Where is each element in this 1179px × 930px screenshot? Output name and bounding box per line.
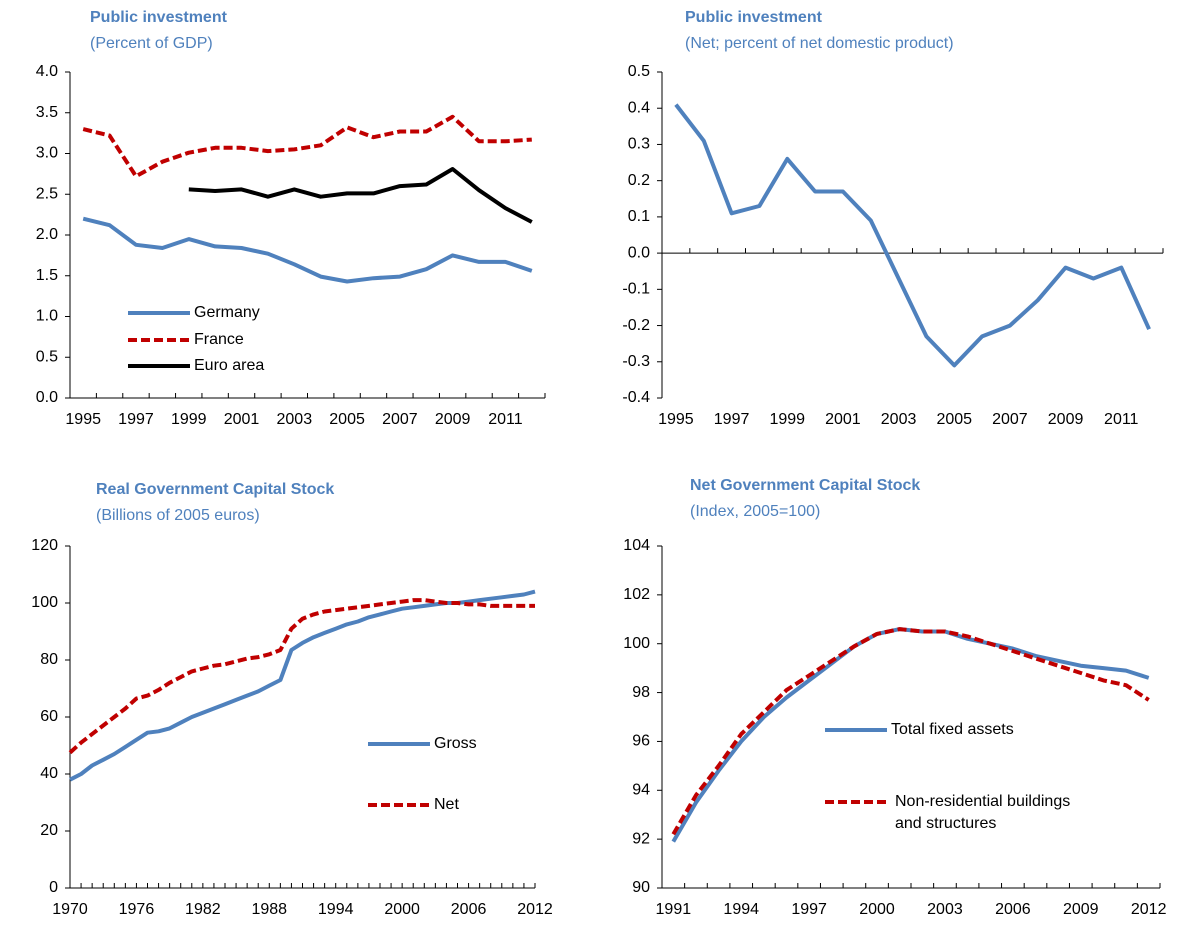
x-tick-label: 1997	[791, 901, 827, 918]
y-tick-label: 2.0	[36, 226, 58, 243]
x-tick-label: 2007	[992, 411, 1028, 428]
x-tick-label: 2001	[224, 411, 260, 428]
y-tick-label: 3.5	[36, 104, 58, 121]
y-tick-label: 100	[31, 594, 58, 611]
y-tick-label: -0.2	[622, 317, 650, 334]
y-tick-label: 20	[40, 822, 58, 839]
y-tick-label: 90	[632, 879, 650, 896]
y-tick-label: 1.0	[36, 308, 58, 325]
y-tick-label: 0.2	[628, 172, 650, 189]
legend-label: France	[194, 331, 244, 348]
chart-title: Public investment	[90, 9, 228, 26]
x-tick-label: 2007	[382, 411, 418, 428]
y-tick-label: 96	[632, 733, 650, 750]
y-tick-label: 92	[632, 830, 650, 847]
y-tick-label: 0.3	[628, 136, 650, 153]
x-tick-label: 2011	[1104, 411, 1139, 428]
x-tick-label: 1995	[658, 411, 694, 428]
y-tick-label: 0.4	[628, 99, 650, 116]
y-tick-label: 3.0	[36, 145, 58, 162]
x-tick-label: 2000	[384, 901, 420, 918]
data-line	[674, 103, 1151, 368]
x-tick-label: 2009	[435, 411, 471, 428]
chart-subtitle: (Billions of 2005 euros)	[96, 507, 260, 524]
data-line	[82, 114, 532, 179]
y-tick-label: -0.1	[622, 281, 650, 298]
y-tick-label: 0.0	[628, 244, 650, 261]
y-tick-label: 1.5	[36, 267, 58, 284]
x-tick-label: 2011	[488, 411, 523, 428]
y-tick-label: 98	[632, 684, 650, 701]
x-tick-label: 2001	[825, 411, 861, 428]
y-tick-label: 40	[40, 765, 58, 782]
legend-label: Germany	[194, 304, 260, 321]
chart-title: Real Government Capital Stock	[96, 481, 334, 498]
chart-title: Public investment	[685, 9, 823, 26]
x-tick-label: 2000	[859, 901, 895, 918]
y-tick-label: 94	[632, 782, 650, 799]
y-tick-label: 2.5	[36, 185, 58, 202]
x-tick-label: 2005	[329, 411, 365, 428]
y-tick-label: 104	[623, 537, 650, 554]
x-tick-label: 1991	[656, 901, 692, 918]
legend-label: Gross	[434, 735, 477, 752]
x-tick-label: 2009	[1063, 901, 1099, 918]
x-tick-label: 2009	[1048, 411, 1084, 428]
data-line	[671, 627, 1150, 836]
x-tick-label: 2006	[451, 901, 487, 918]
y-tick-label: 60	[40, 708, 58, 725]
data-line	[82, 216, 533, 284]
y-tick-label: -0.3	[622, 353, 650, 370]
legend-label-line: and structures	[895, 815, 996, 832]
legend-label: Non-residential buildings and structures	[895, 793, 1070, 832]
y-tick-label: 0.1	[628, 208, 650, 225]
x-tick-label: 1997	[118, 411, 154, 428]
x-tick-label: 2012	[1131, 901, 1167, 918]
x-tick-label: 2003	[277, 411, 313, 428]
x-tick-label: 1995	[65, 411, 101, 428]
x-tick-label: 2003	[927, 901, 963, 918]
chart-subtitle: (Percent of GDP)	[90, 35, 213, 52]
x-tick-label: 1988	[251, 901, 287, 918]
x-tick-label: 1982	[185, 901, 221, 918]
x-tick-label: 1994	[318, 901, 354, 918]
y-tick-label: 0.5	[36, 348, 58, 365]
chart-title: Net Government Capital Stock	[690, 477, 920, 494]
y-tick-label: 100	[623, 635, 650, 652]
x-tick-label: 2006	[995, 901, 1031, 918]
y-tick-label: 0.5	[628, 63, 650, 80]
chart-subtitle: (Index, 2005=100)	[690, 503, 820, 520]
legend-label: Euro area	[194, 357, 264, 374]
x-tick-label: 2003	[881, 411, 917, 428]
x-tick-label: 1999	[171, 411, 207, 428]
y-tick-label: 120	[31, 537, 58, 554]
y-tick-label: 4.0	[36, 63, 58, 80]
x-tick-label: 1997	[714, 411, 750, 428]
legend-label: Net	[434, 796, 459, 813]
x-tick-label: 2012	[517, 901, 553, 918]
y-tick-label: 80	[40, 651, 58, 668]
data-line	[188, 167, 533, 224]
y-tick-label: 102	[623, 586, 650, 603]
legend-label: Total fixed assets	[891, 721, 1014, 738]
legend-label-line: Non-residential buildings	[895, 793, 1070, 810]
y-tick-label: -0.4	[622, 389, 650, 406]
x-tick-label: 1994	[723, 901, 759, 918]
x-tick-label: 1999	[769, 411, 805, 428]
chart-subtitle: (Net; percent of net domestic product)	[685, 35, 954, 52]
y-tick-label: 0.0	[36, 389, 58, 406]
y-tick-label: 0	[49, 879, 58, 896]
data-line	[68, 598, 535, 755]
x-tick-label: 1976	[119, 901, 155, 918]
x-tick-label: 2005	[936, 411, 972, 428]
x-tick-label: 1970	[52, 901, 88, 918]
